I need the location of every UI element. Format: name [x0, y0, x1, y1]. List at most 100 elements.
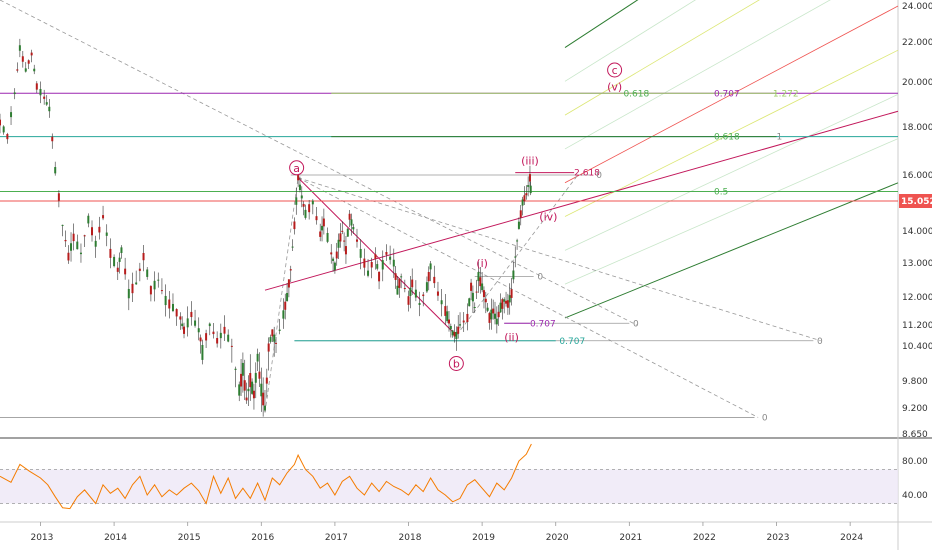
candle-body: [190, 311, 193, 318]
candle-body: [171, 303, 174, 312]
candle-body: [503, 299, 506, 302]
candle-body: [482, 290, 485, 298]
candle-body: [33, 68, 36, 72]
candle-body: [0, 119, 1, 126]
candle-body: [298, 184, 301, 191]
candle-body: [64, 239, 67, 242]
candle-body: [48, 106, 51, 112]
candle-body: [501, 299, 504, 309]
candle-body: [359, 248, 362, 258]
candle-body: [286, 292, 289, 302]
candle-body: [131, 283, 134, 294]
candle-body: [39, 88, 42, 96]
candle-body: [348, 213, 351, 220]
candle-body: [278, 329, 281, 331]
wave-label: (i): [476, 257, 488, 270]
candle-body: [451, 330, 454, 336]
candle-body: [271, 329, 274, 337]
candle-body: [262, 392, 265, 406]
candle-body: [275, 342, 278, 344]
price-tick-label: 24.000: [902, 2, 932, 12]
time-tick-label: 2017: [325, 533, 348, 543]
candle-body: [243, 380, 246, 391]
candle-body: [83, 235, 86, 237]
candle-body: [486, 307, 489, 311]
candle-body: [120, 247, 123, 254]
candle-body: [287, 279, 290, 288]
candle-body: [444, 306, 447, 316]
candle-body: [352, 226, 355, 230]
wave-label: c: [612, 64, 618, 77]
candle-body: [457, 326, 460, 334]
fib-level-label: 0: [537, 273, 543, 283]
candle-body: [194, 320, 197, 326]
candle-body: [183, 326, 186, 334]
candle-body: [350, 219, 353, 226]
candle-body: [473, 306, 476, 309]
candle-body: [135, 282, 138, 285]
price-tick-label: 14.000: [902, 227, 932, 237]
fib-level-label: 0.5: [714, 187, 728, 197]
candle-body: [508, 295, 511, 303]
time-tick-label: 2018: [399, 533, 422, 543]
candle-body: [240, 373, 243, 387]
fib-level-label: 1.272: [773, 89, 799, 99]
candle-body: [315, 216, 318, 221]
time-tick-label: 2014: [104, 533, 127, 543]
candle-body: [164, 295, 167, 306]
candle-body: [304, 209, 307, 218]
candle-body: [199, 337, 202, 342]
candle-body: [330, 252, 333, 255]
candle-body: [308, 204, 311, 213]
time-tick-label: 2019: [472, 533, 495, 543]
wave-label: b: [453, 358, 460, 371]
candle-body: [484, 298, 487, 303]
candle-body: [273, 334, 276, 342]
candle-body: [411, 279, 414, 288]
fib-level-label: 0: [633, 319, 639, 329]
candle-body: [212, 331, 215, 335]
candle-body: [519, 210, 522, 218]
price-tick-label: 18.000: [902, 123, 932, 133]
candle-body: [527, 185, 530, 187]
wave-label: (v): [607, 81, 622, 94]
dashed-trendline: [264, 177, 299, 413]
wave-label-circle: [607, 62, 623, 78]
candle-body: [514, 256, 517, 258]
candle-body: [528, 174, 531, 182]
wave-label: (ii): [504, 331, 519, 344]
candle-body: [341, 230, 344, 232]
candle-body: [43, 96, 46, 99]
candle-body: [234, 368, 237, 370]
time-tick-label: 2013: [30, 533, 53, 543]
wave-label: (iii): [521, 155, 539, 168]
candle-body: [471, 292, 474, 302]
candle-body: [322, 218, 325, 227]
candle-body: [389, 256, 392, 260]
candle-body: [332, 258, 335, 261]
candle-body: [91, 227, 94, 236]
candle-body: [367, 270, 370, 276]
time-tick-label: 2021: [619, 533, 642, 543]
candle-body: [142, 252, 145, 261]
candle-body: [227, 334, 230, 342]
candle-body: [319, 231, 322, 237]
candle-body: [102, 215, 105, 219]
candle-body: [523, 195, 526, 202]
fib-level-label: 0: [817, 337, 823, 347]
candle-body: [492, 308, 495, 314]
candle-body: [370, 261, 373, 268]
candle-body: [57, 193, 60, 201]
candle-body: [300, 195, 303, 199]
candle-body: [466, 313, 469, 323]
fib-level-label: 1: [777, 133, 783, 143]
price-tick-label: 9.200: [902, 404, 928, 414]
candle-body: [35, 83, 38, 90]
dashed-trendline: [297, 177, 759, 418]
channel-line: [564, 94, 899, 251]
candle-body: [481, 283, 484, 291]
candle-body: [168, 299, 171, 309]
candle-body: [30, 52, 33, 56]
fib-level-label: 0: [596, 171, 602, 181]
